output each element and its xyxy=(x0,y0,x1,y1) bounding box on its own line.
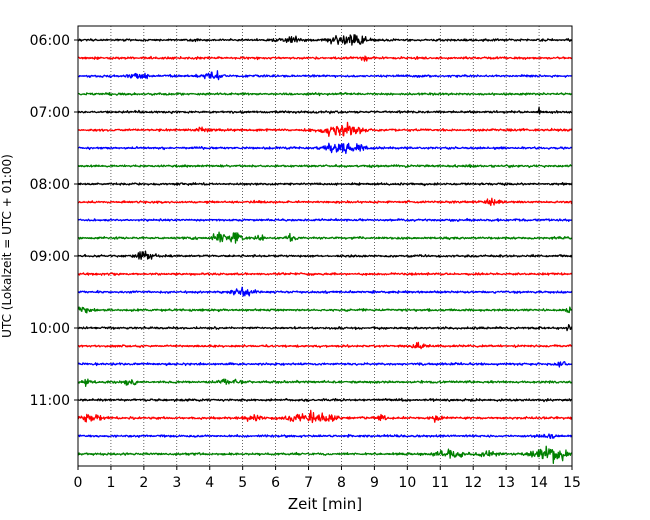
trace-row-0745 xyxy=(77,163,573,169)
trace-row-0615 xyxy=(77,55,573,62)
trace-row-1000 xyxy=(77,323,573,332)
y-axis-label: UTC (Lokalzeit = UTC + 01:00) xyxy=(0,154,14,338)
trace-row-1030 xyxy=(77,361,573,368)
x-tick-label: 2 xyxy=(139,475,148,491)
y-tick-label: 07:00 xyxy=(30,105,70,121)
trace-row-0915 xyxy=(77,272,573,276)
trace-row-0630 xyxy=(77,70,573,81)
x-tick-label: 15 xyxy=(563,475,581,491)
y-tick-label: 10:00 xyxy=(30,321,70,337)
x-tick-label: 13 xyxy=(497,475,515,491)
trace-row-0900 xyxy=(77,250,573,260)
trace-row-0830 xyxy=(77,217,573,222)
y-tick-label: 09:00 xyxy=(30,249,70,265)
x-tick-label: 8 xyxy=(337,475,346,491)
trace-rows xyxy=(77,34,573,464)
x-tick-label: 0 xyxy=(74,475,83,491)
trace-row-0715 xyxy=(77,121,573,137)
trace-row-1145 xyxy=(77,445,573,464)
x-tick-label: 14 xyxy=(530,475,548,491)
trace-row-1115 xyxy=(77,409,573,424)
trace-row-0645 xyxy=(77,91,573,97)
trace-row-1015 xyxy=(77,341,573,350)
trace-row-0930 xyxy=(77,286,573,297)
x-tick-label: 9 xyxy=(370,475,379,491)
x-tick-label: 4 xyxy=(205,475,214,491)
x-tick-label: 12 xyxy=(464,475,482,491)
trace-row-0815 xyxy=(77,197,573,207)
y-axis-ticks: 06:00 07:00 08:00 09:00 10:00 11:00 xyxy=(30,33,78,409)
trace-row-0700 xyxy=(77,106,573,115)
x-tick-label: 1 xyxy=(106,475,115,491)
trace-row-0945 xyxy=(77,306,573,314)
trace-row-1130 xyxy=(77,433,573,440)
trace-row-0730 xyxy=(77,142,573,155)
x-tick-label: 10 xyxy=(398,475,416,491)
x-tick-label: 5 xyxy=(238,475,247,491)
x-tick-label: 7 xyxy=(304,475,313,491)
x-tick-label: 6 xyxy=(271,475,280,491)
trace-row-1045 xyxy=(77,378,573,387)
trace-row-0600 xyxy=(77,34,573,46)
trace-row-0800 xyxy=(77,182,573,187)
x-axis-ticks: 0 1 2 3 4 5 6 7 8 9 10 11 12 13 14 15 xyxy=(74,466,581,491)
y-tick-label: 11:00 xyxy=(30,393,70,409)
y-tick-label: 06:00 xyxy=(30,33,70,49)
trace-row-1100 xyxy=(77,397,573,403)
x-tick-label: 11 xyxy=(431,475,449,491)
y-tick-label: 08:00 xyxy=(30,177,70,193)
x-tick-label: 3 xyxy=(172,475,181,491)
minute-grid xyxy=(110,26,540,466)
trace-row-0845 xyxy=(77,231,573,244)
x-axis-label: Zeit [min] xyxy=(288,495,362,513)
plot-frame xyxy=(77,25,573,467)
